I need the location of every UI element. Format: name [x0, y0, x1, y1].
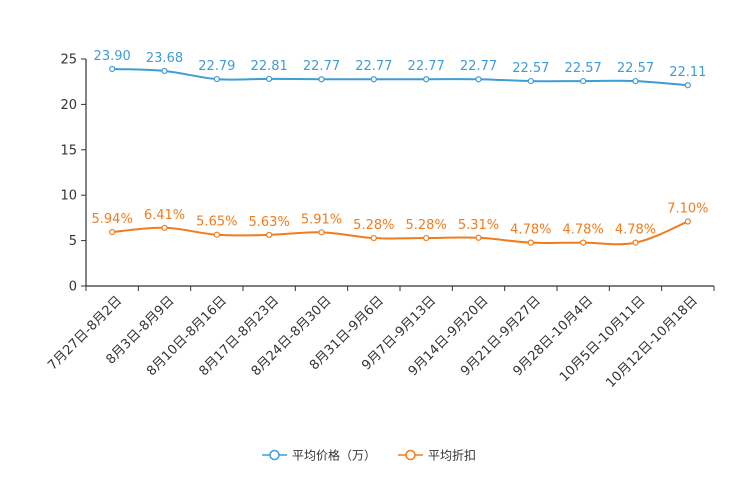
data-label: 5.28% [406, 218, 447, 233]
series-layer: 23.90 23.68 22.79 22.81 22.77 22.77 22.77 22.77… [92, 49, 708, 246]
data-label: 22.57 [565, 61, 602, 76]
data-point [370, 234, 377, 242]
data-point [684, 218, 691, 225]
data-point [684, 82, 691, 89]
data-label: 5.31% [458, 218, 499, 233]
data-point [370, 76, 377, 83]
data-label: 22.77 [408, 59, 445, 74]
data-label: 6.41% [144, 208, 185, 223]
data-label: 5.65% [196, 215, 237, 230]
legend-label-1: 平均价格（万） [292, 448, 376, 463]
data-label: 22.57 [512, 61, 549, 76]
legend-marker-2 [405, 449, 416, 461]
y-tick-label: 0 [69, 280, 77, 295]
data-label: 23.68 [146, 51, 183, 66]
data-label: 22.11 [669, 65, 706, 80]
data-point [161, 67, 168, 75]
data-point [213, 75, 220, 83]
data-label: 4.78% [615, 223, 656, 238]
legend-marker-1 [269, 449, 280, 461]
data-label: 4.78% [510, 223, 551, 238]
data-point [318, 76, 325, 83]
series-line-1 [112, 67, 688, 87]
y-tick-label: 10 [60, 189, 77, 204]
data-point [266, 75, 273, 82]
y-tick-label: 20 [60, 98, 77, 113]
series-line-2 [112, 220, 689, 246]
data-point [475, 234, 482, 241]
legend-label-2: 平均折扣 [428, 448, 476, 463]
data-label: 23.90 [94, 49, 131, 64]
data-point [632, 77, 639, 85]
data-point [213, 231, 220, 238]
y-tick-label: 25 [60, 53, 77, 68]
data-label: 22.81 [251, 59, 288, 74]
data-point [423, 76, 430, 83]
data-point [632, 239, 639, 246]
data-point [423, 234, 430, 242]
data-point [161, 224, 168, 231]
data-point [580, 77, 587, 85]
x-tick-label: 10月12日-10月18日 [603, 293, 700, 390]
data-point [109, 228, 116, 236]
y-tick-label: 15 [60, 143, 77, 158]
data-label: 22.77 [460, 59, 497, 74]
data-point [527, 77, 534, 85]
data-point [109, 65, 116, 73]
data-label: 4.78% [563, 223, 604, 238]
data-label: 5.94% [92, 212, 133, 227]
data-point [475, 76, 482, 83]
data-point [318, 229, 325, 236]
data-label: 7.10% [667, 202, 708, 217]
legend: 平均价格（万） 平均折扣 [262, 448, 476, 463]
data-label: 5.63% [249, 215, 290, 230]
data-label: 22.79 [198, 59, 235, 74]
data-label: 5.91% [301, 212, 342, 227]
data-point [266, 231, 273, 238]
data-label: 22.57 [617, 61, 654, 76]
data-point [527, 239, 534, 246]
data-label: 22.77 [355, 59, 392, 74]
y-tick-label: 5 [69, 234, 77, 249]
data-label: 5.28% [353, 218, 394, 233]
data-point [580, 239, 587, 246]
data-label: 22.77 [303, 59, 340, 74]
